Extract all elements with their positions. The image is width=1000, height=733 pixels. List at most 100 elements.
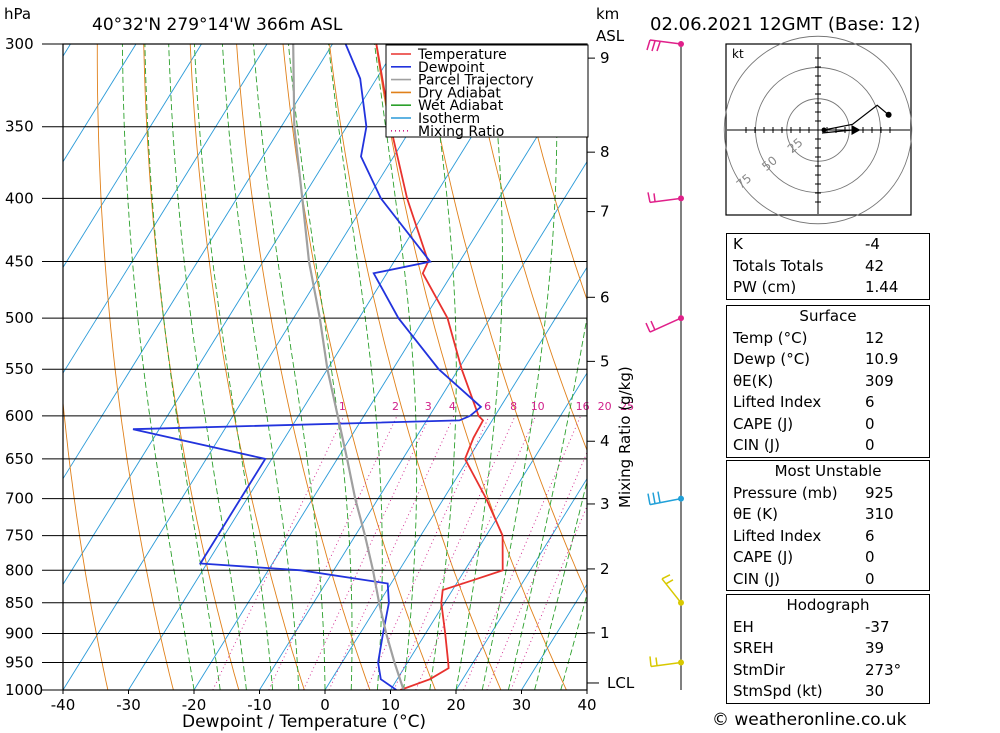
most-unstable-row: Lifted Index 6	[733, 526, 875, 545]
mixing-ratio-line	[328, 415, 455, 690]
wind-barb	[646, 39, 682, 52]
pressure-tick-label: 600	[5, 407, 34, 425]
isotherm-line	[259, 160, 587, 690]
mixing-ratio-line	[510, 505, 587, 690]
surface-row: θE(K) 309	[733, 371, 894, 390]
wet-adiabat-line	[168, 44, 247, 690]
pressure-tick-label: 700	[5, 490, 34, 508]
mixing-ratio-line	[393, 415, 516, 690]
indices-table: K -4 Totals Totals 42 PW (cm) 1.44	[726, 233, 930, 300]
storm-motion-line	[821, 129, 853, 134]
wind-barb	[649, 656, 682, 668]
hodograph-row: StmSpd (kt) 30	[733, 682, 885, 700]
mixing-ratio-label: 8	[510, 400, 517, 413]
isotherm-line	[63, 44, 464, 690]
wet-adiabat-line	[455, 44, 503, 690]
wet-adiabat-line	[221, 44, 300, 690]
mixing-ratio-label: 6	[484, 400, 491, 413]
km-tick-label: 3	[600, 495, 610, 513]
credit-link[interactable]: © weatheronline.co.uk	[712, 710, 907, 730]
km-unit-label: km	[596, 5, 619, 23]
most-unstable-table: Most Unstable Pressure (mb) 925 θE (K) 310…	[726, 460, 930, 591]
pressure-tick-label: 450	[5, 253, 34, 271]
surface-row: CAPE (J) 0	[733, 414, 875, 433]
mixing-ratio-line	[463, 415, 582, 690]
isotherm-line	[455, 477, 587, 690]
mixing-ratio-line	[268, 415, 398, 690]
dry-adiabat-line	[143, 44, 240, 690]
legend-entry: Temperature	[417, 47, 507, 63]
hodograph-trace	[823, 104, 889, 131]
isotherm-line	[63, 44, 399, 586]
legend-box	[385, 44, 589, 138]
dry-adiabat-line	[282, 44, 436, 690]
km-tick-label: 7	[600, 203, 610, 221]
km-tick-label: 6	[600, 288, 610, 306]
wind-barb	[645, 317, 682, 333]
wind-barb	[647, 192, 682, 204]
wind-barbs	[645, 39, 684, 668]
pressure-tick-label: 1000	[5, 681, 43, 699]
temperature-tick-labels: -40 -30 -20 -10 0 10 20 30 40	[51, 690, 597, 714]
surface-row: Lifted Index 6	[733, 393, 875, 411]
wet-adiabat-line	[193, 44, 274, 690]
legend-entry: Isotherm	[418, 111, 480, 127]
km-tick-label: 4	[600, 432, 610, 450]
dry-adiabat-line	[514, 44, 587, 302]
surface-row: CIN (J) 0	[733, 436, 875, 454]
isotherm-line	[390, 372, 587, 690]
dry-adiabat-line	[375, 44, 567, 690]
surface-table: Surface Temp (°C) 12 Dewp (°C) 10.9 θE(K) 3…	[726, 305, 930, 458]
hodograph-row: StmDir 273°	[733, 660, 902, 679]
pressure-tick-label: 750	[5, 527, 34, 545]
mixing-ratio-label: 4	[449, 400, 456, 413]
x-tick-label: -10	[247, 696, 272, 714]
pressure-tick-label: 900	[5, 624, 34, 642]
km-tick-label: 8	[600, 143, 610, 161]
pressure-tick-label: 500	[5, 309, 34, 327]
km-tick-label: 1	[600, 624, 610, 642]
dry-adiabat-line	[329, 44, 502, 690]
mixing-ratio-label: 10	[531, 400, 545, 413]
legend-entry: Parcel Trajectory	[418, 73, 534, 89]
isotherm-line	[63, 44, 268, 374]
pressure-tick-labels: 300 350 400 450 500 550 600 650 700 750 800 850 900 9…	[5, 35, 43, 699]
surface-title: Surface	[799, 307, 857, 325]
isotherm-line	[63, 44, 333, 480]
dry-adiabat-line	[980, 44, 1000, 690]
most-unstable-row: θE (K) 310	[733, 505, 894, 523]
asl-label: ASL	[596, 27, 625, 45]
km-tick-labels: 9 8 7 6 5 4 3 2 1	[586, 44, 610, 690]
legend-entry: Dewpoint	[418, 60, 485, 76]
mixing-ratio-label: 25	[620, 400, 634, 413]
index-row: PW (cm) 1.44	[733, 278, 899, 296]
mixing-ratio-line	[415, 415, 537, 690]
mixing-ratio-label: 16	[576, 400, 590, 413]
most-unstable-title: Most Unstable	[774, 462, 882, 480]
x-tick-label: 10	[381, 696, 400, 714]
temperature-line	[375, 44, 504, 690]
legend-entry: Dry Adiabat	[418, 85, 501, 101]
wet-adiabat-line	[253, 44, 326, 690]
isotherm-line	[128, 44, 530, 690]
x-tick-label: -40	[51, 696, 76, 714]
hodograph-title: Hodograph	[786, 596, 870, 614]
index-row: Totals Totals 42	[733, 256, 885, 275]
hodograph-row: EH -37	[733, 617, 890, 636]
dry-adiabat-line	[933, 44, 1000, 690]
x-tick-label: 40	[577, 696, 596, 714]
dry-adiabat-line	[468, 44, 587, 452]
mixing-ratio-label: 1	[339, 400, 346, 413]
storm-motion-arrow	[851, 125, 861, 135]
x-tick-label: 20	[446, 696, 465, 714]
parcel-trajectory-line	[292, 44, 405, 690]
wet-adiabat-line	[121, 44, 195, 690]
km-tick-label: 9	[600, 49, 610, 67]
x-tick-label: -30	[116, 696, 141, 714]
most-unstable-row: CIN (J) 0	[733, 569, 875, 588]
legend-entry: Mixing Ratio	[418, 124, 504, 140]
mixing-ratio-label: 3	[425, 400, 432, 413]
hodograph-ring	[723, 35, 913, 225]
